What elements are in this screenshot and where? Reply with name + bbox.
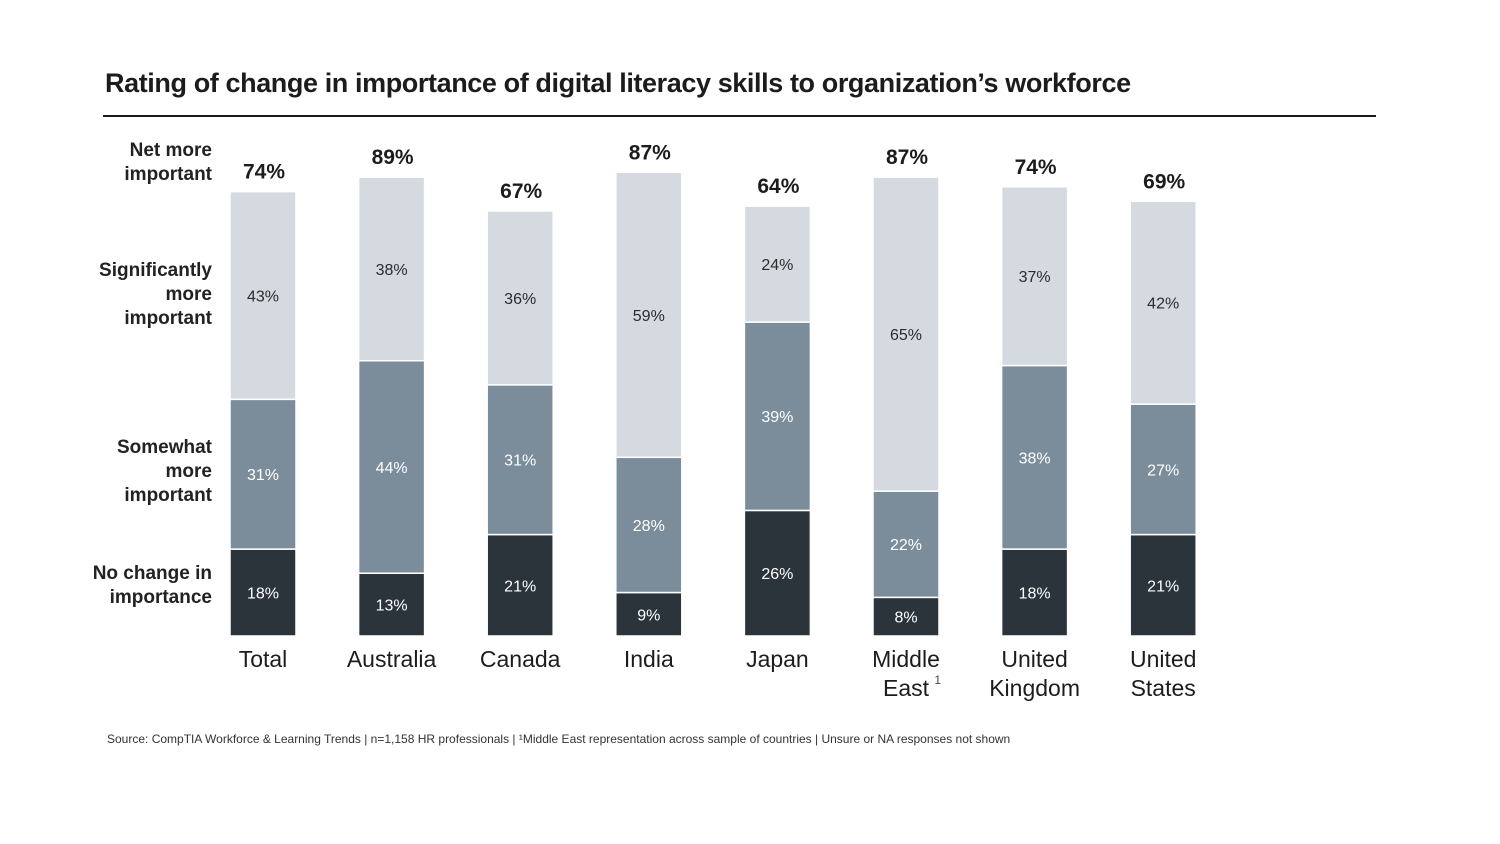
row-label-no-change-in-importance: No change in importance: [92, 563, 212, 608]
chart-title: Rating of change in importance of digita…: [105, 68, 1131, 98]
data-label-significantly-united-kingdom: 37%: [1019, 269, 1051, 286]
category-label-united-states-line-1: United: [1130, 646, 1196, 672]
data-label-no-change-united-kingdom: 18%: [1019, 586, 1051, 603]
category-label-canada: Canada: [480, 646, 561, 672]
bar-segment-somewhat-canada: [486, 384, 554, 536]
data-label-no-change-middle-east: 8%: [894, 610, 917, 627]
category-label-middle-east-line-1: Middle: [872, 646, 940, 672]
data-label-somewhat-united-kingdom: 38%: [1019, 450, 1051, 467]
bar-segment-significantly-united-states: [1129, 200, 1197, 405]
bar-segment-significantly-total: [229, 190, 297, 401]
data-label-no-change-india: 9%: [637, 607, 660, 624]
data-label-no-change-united-states: 21%: [1147, 578, 1179, 595]
data-label-somewhat-total: 31%: [247, 467, 279, 484]
data-label-somewhat-australia: 44%: [376, 460, 408, 477]
total-label-united-states: 69%: [1143, 170, 1185, 193]
bar-segment-significantly-united-kingdom: [1000, 186, 1069, 367]
bar-segment-somewhat-india: [615, 456, 683, 594]
total-label-australia: 89%: [372, 146, 414, 169]
bar-segment-no-change-united-kingdom: [1000, 548, 1069, 637]
bar-segment-no-change-india: [615, 591, 683, 637]
bar-segment-significantly-japan: [743, 205, 812, 323]
category-label-australia: Australia: [347, 646, 437, 672]
data-label-somewhat-united-states: 27%: [1147, 462, 1179, 479]
data-label-no-change-canada: 21%: [504, 578, 536, 595]
bar-segment-significantly-canada: [486, 210, 554, 386]
bar-segment-no-change-japan: [743, 509, 812, 637]
bar-segment-no-change-canada: [486, 533, 554, 637]
category-label-united-kingdom-line-1: United: [1001, 646, 1067, 672]
title-divider: [103, 115, 1376, 117]
bar-segment-somewhat-total: [229, 398, 297, 550]
data-label-no-change-japan: 26%: [761, 566, 793, 583]
total-label-middle-east: 87%: [886, 146, 928, 169]
category-label-india: India: [624, 646, 674, 672]
data-label-somewhat-middle-east: 22%: [890, 537, 922, 554]
data-label-significantly-japan: 24%: [761, 257, 793, 274]
row-label-net-more-important: Net more important: [124, 140, 212, 185]
footnote-marker-middle-east: 1: [934, 673, 941, 687]
data-label-significantly-middle-east: 65%: [890, 327, 922, 344]
data-label-significantly-canada: 36%: [504, 291, 536, 308]
total-label-canada: 67%: [500, 180, 542, 203]
bar-segment-significantly-middle-east: [872, 176, 940, 492]
total-label-total: 74%: [243, 161, 285, 184]
bar-segment-significantly-india: [615, 171, 683, 459]
category-label-united-states-line-2: States: [1131, 675, 1196, 701]
category-label-united-kingdom-line-2: Kingdom: [989, 675, 1080, 701]
bar-segment-no-change-middle-east: [872, 596, 940, 637]
total-label-united-kingdom: 74%: [1015, 156, 1057, 179]
bar-segment-no-change-united-states: [1129, 533, 1197, 637]
total-label-japan: 64%: [757, 175, 799, 198]
data-label-somewhat-canada: 31%: [504, 453, 536, 470]
category-label-middle-east-line-2: East: [883, 675, 930, 701]
category-label-total: Total: [239, 646, 288, 672]
row-label-somewhat-more-important: Somewhat more important: [116, 437, 212, 506]
data-label-significantly-total: 43%: [247, 288, 279, 305]
data-label-somewhat-india: 28%: [633, 518, 665, 535]
data-label-significantly-india: 59%: [633, 308, 665, 325]
category-label-japan: Japan: [746, 646, 809, 672]
bar-segment-somewhat-united-kingdom: [1000, 364, 1069, 550]
data-label-somewhat-japan: 39%: [761, 409, 793, 426]
bar-segment-somewhat-united-states: [1129, 403, 1197, 536]
row-label-significantly-more-important: Significantly more important: [99, 260, 212, 329]
bar-segment-significantly-australia: [357, 176, 426, 362]
bar-segment-no-change-australia: [357, 572, 426, 637]
data-label-significantly-australia: 38%: [376, 262, 408, 279]
data-label-no-change-australia: 13%: [376, 598, 408, 615]
data-label-no-change-total: 18%: [247, 586, 279, 603]
source-note: Source: CompTIA Workforce & Learning Tre…: [107, 732, 1011, 746]
data-label-significantly-united-states: 42%: [1147, 296, 1179, 313]
total-label-india: 87%: [629, 141, 671, 164]
bar-segment-somewhat-japan: [743, 321, 812, 512]
bar-segment-somewhat-australia: [357, 359, 426, 574]
